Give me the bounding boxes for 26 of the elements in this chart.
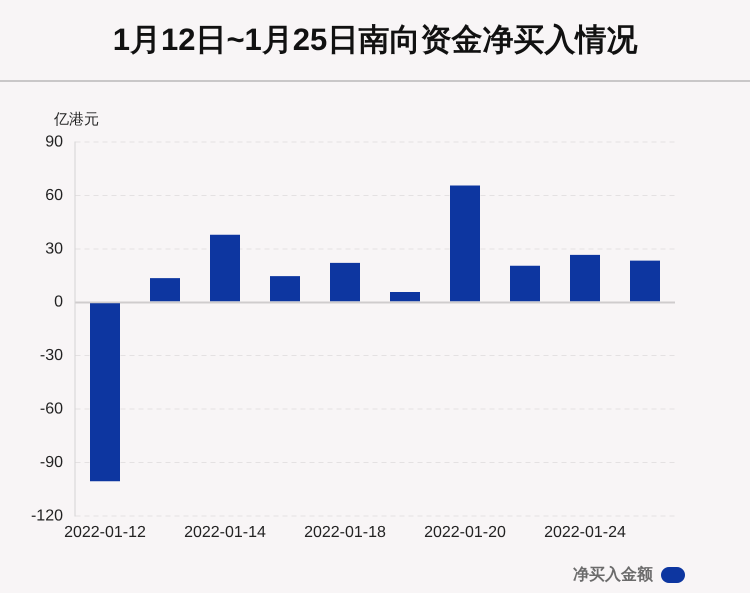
bar [570,254,600,302]
bar [450,185,480,302]
y-tick-label: 60 [45,186,64,204]
y-tick-label: -30 [40,347,64,364]
bar [330,262,360,302]
bar [210,234,240,302]
bar [150,278,180,302]
bar [270,276,300,302]
bar [510,266,540,302]
chart-title: 1月12日~1月25日南向资金净买入情况 [0,0,750,82]
x-tick-label: 2022-01-18 [304,524,386,542]
x-tick-label: 2022-01-14 [184,524,266,542]
y-axis-title: 亿港元 [53,111,99,128]
x-tick-label: 2022-01-24 [544,524,626,542]
y-tick-label: 90 [45,133,64,150]
y-tick-label: 30 [45,240,64,258]
legend-label: 净买入金额 [573,565,654,584]
bar [390,292,420,302]
y-tick-label: -120 [30,507,64,524]
y-tick-label: -60 [40,400,64,418]
bar [630,260,660,302]
x-tick-label: 2022-01-20 [424,524,506,542]
y-tick-label: -90 [40,454,64,471]
y-tick-label: 0 [54,294,64,311]
bar [90,303,120,482]
x-tick-label: 2022-01-12 [64,524,146,542]
